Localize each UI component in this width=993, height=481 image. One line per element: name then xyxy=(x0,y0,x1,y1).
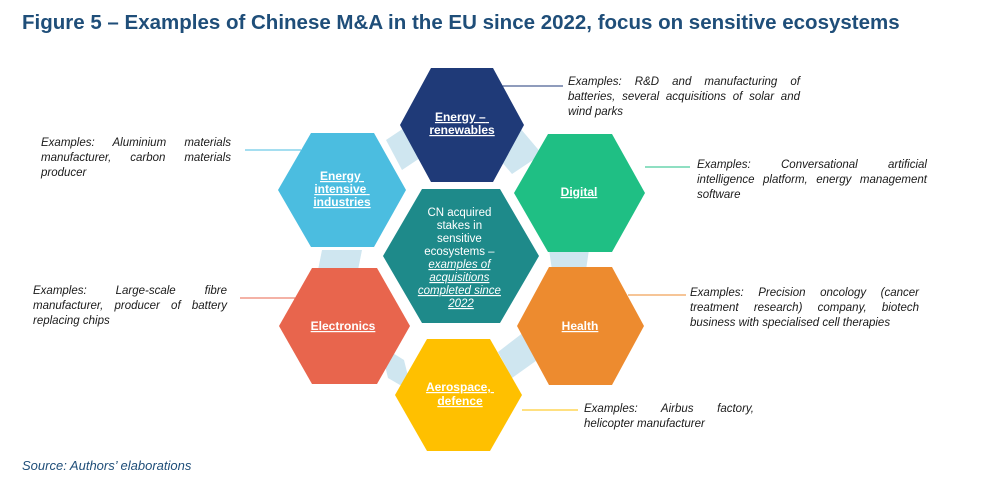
label-health: Health xyxy=(562,319,599,333)
label-line: Energy – xyxy=(435,110,486,124)
annotation-digital: Examples: Conversational artificial inte… xyxy=(697,159,927,201)
hex-digital xyxy=(514,134,645,252)
label-line: renewables xyxy=(429,123,495,137)
hex-health xyxy=(517,267,644,385)
label-line: industries xyxy=(313,195,371,209)
label-digital: Digital xyxy=(561,185,598,199)
annotation-energy-intensive: Examples: Aluminium materials manufactur… xyxy=(41,137,231,179)
label-line: Digital xyxy=(561,185,598,199)
connector-electronics-energyintensive xyxy=(318,250,362,270)
annotation-electronics: Examples: Large-scale fibre manufacturer… xyxy=(33,285,227,327)
annotation-energy-renewables: Examples: R&D and manufacturing of batte… xyxy=(568,76,800,118)
label-line: Energy xyxy=(320,169,361,183)
label-line: Health xyxy=(562,319,599,333)
hex-aerospace xyxy=(395,339,522,451)
label-aerospace: Aerospace, defence xyxy=(426,380,494,408)
source-note: Source: Authors’ elaborations xyxy=(22,458,192,473)
center-line: sensitive xyxy=(437,233,482,245)
label-line: defence xyxy=(437,394,483,408)
label-line: Aerospace, xyxy=(426,380,491,394)
label-line: intensive xyxy=(314,182,366,196)
center-emphasis-line: examples of xyxy=(428,259,492,271)
hex-energy-intensive xyxy=(278,133,406,247)
center-line: stakes in xyxy=(437,220,482,232)
center-line: CN acquired xyxy=(427,207,491,219)
label-line: Electronics xyxy=(311,319,376,333)
connector-energyintensive-energy xyxy=(386,128,420,170)
center-emphasis-line: completed since xyxy=(418,285,501,297)
label-energy-intensive: Energy intensive industries xyxy=(313,169,371,209)
center-line: ecosystems – xyxy=(424,246,495,258)
label-energy-renewables: Energy – renewables xyxy=(429,110,495,137)
hex-electronics xyxy=(279,268,410,384)
annotation-health: Examples: Precision oncology (cancer tre… xyxy=(690,287,919,329)
hex-center xyxy=(383,189,539,323)
figure-title: Figure 5 – Examples of Chinese M&A in th… xyxy=(22,11,900,34)
label-electronics: Electronics xyxy=(311,319,376,333)
center-emphasis-line: 2022 xyxy=(447,298,474,310)
hex-energy-renewables xyxy=(400,68,524,182)
center-text: CN acquired stakes in sensitive ecosyste… xyxy=(418,207,504,310)
center-emphasis-line: acquisitions xyxy=(429,272,489,284)
annotation-aerospace: Examples: Airbus factory, helicopter man… xyxy=(584,403,754,430)
